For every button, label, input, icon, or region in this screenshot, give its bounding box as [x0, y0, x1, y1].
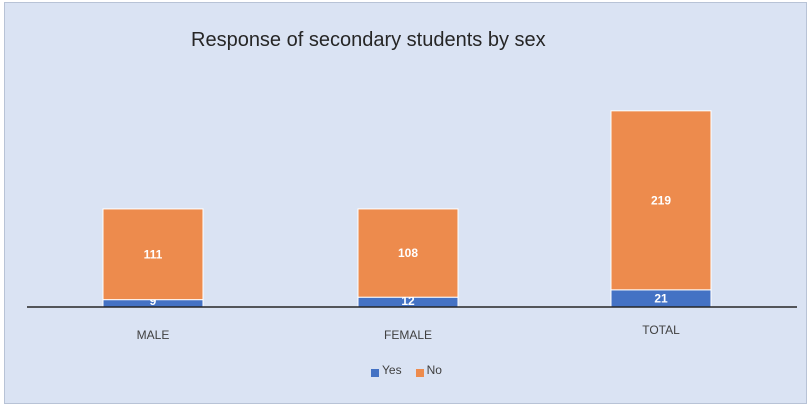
data-label-no-total: 219 — [651, 193, 671, 207]
category-label-total: TOTAL — [642, 323, 680, 337]
bar-no-total — [610, 110, 712, 291]
data-label-yes-total: 21 — [654, 291, 668, 305]
chart-title: Response of secondary students by sex — [191, 29, 546, 51]
category-label-female: FEMALE — [384, 328, 432, 342]
legend-item-yes: Yes — [371, 363, 402, 377]
data-label-no-male: 111 — [144, 247, 163, 261]
data-label-yes-male: 9 — [150, 294, 157, 308]
legend: Yes No — [371, 363, 442, 377]
legend-item-no: No — [415, 363, 442, 377]
bar-no-male — [102, 208, 204, 301]
legend-swatch-no — [415, 369, 424, 377]
data-label-no-female: 108 — [398, 246, 418, 260]
legend-label-no: No — [426, 363, 442, 377]
category-labels: MALE FEMALE TOTAL — [137, 323, 680, 342]
chart-area: Response of secondary students by sex 9 1… — [4, 2, 807, 404]
legend-label-yes: Yes — [382, 363, 402, 377]
legend-swatch-yes — [371, 369, 379, 377]
bar-no-female — [357, 208, 459, 298]
category-label-male: MALE — [137, 328, 170, 342]
